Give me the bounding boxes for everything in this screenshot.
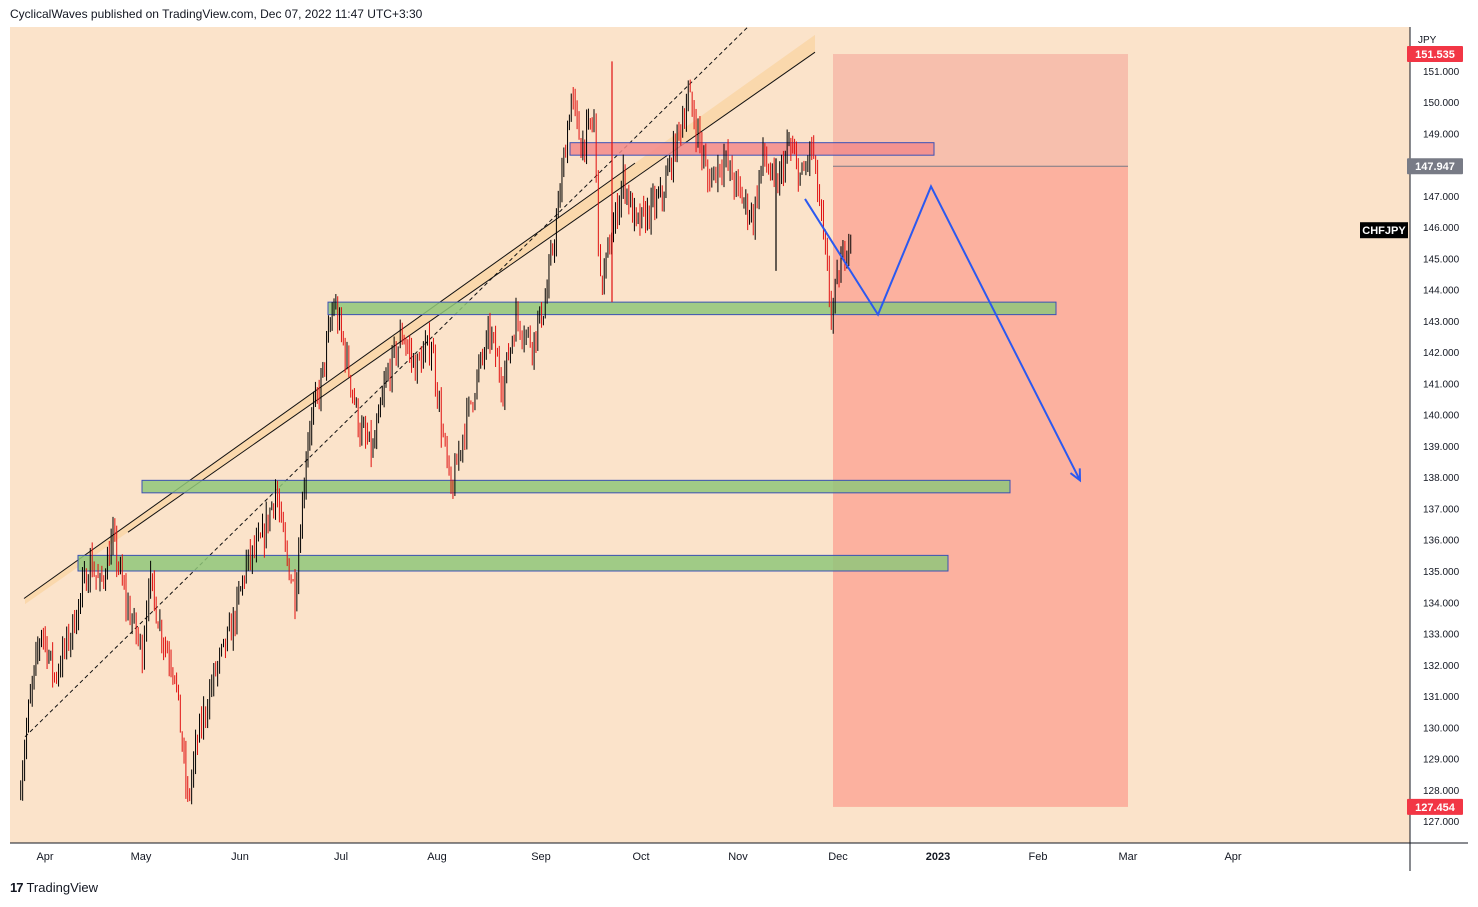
price-tick-label: 142.000	[1423, 348, 1460, 359]
time-tick-label: Sep	[531, 851, 551, 863]
tradingview-logo-icon[interactable]: 17	[10, 880, 24, 895]
time-tick-label: Apr	[1224, 851, 1241, 863]
price-tick-label: 143.000	[1423, 317, 1460, 328]
price-tick-label: 132.000	[1423, 661, 1460, 672]
channel-fill	[25, 34, 815, 605]
price-tick-label: 145.000	[1423, 254, 1460, 265]
price-tick-label: 133.000	[1423, 630, 1460, 641]
price-tick-label: 151.000	[1423, 67, 1460, 78]
price-badge	[1407, 46, 1463, 63]
support-zone[interactable]	[327, 301, 1057, 316]
time-tick-label: Mar	[1119, 851, 1138, 863]
time-tick-label: Aug	[427, 851, 447, 863]
plot-background	[10, 27, 1410, 843]
resistance-zone[interactable]	[569, 142, 935, 156]
price-tick-label: 131.000	[1423, 692, 1460, 703]
time-tick-label: Nov	[728, 851, 748, 863]
time-axis-panel[interactable]	[10, 843, 1410, 871]
channel-upper-line[interactable]	[23, 162, 636, 599]
price-tick-label: 128.000	[1423, 786, 1460, 797]
price-badge-label: 147.947	[1415, 161, 1455, 173]
time-tick-label: Jul	[334, 851, 348, 863]
support-zone[interactable]	[141, 479, 1011, 494]
price-tick-label: 135.000	[1423, 567, 1460, 578]
projection-arrowhead	[1069, 468, 1082, 483]
support-zone[interactable]	[77, 554, 949, 572]
price-tick-label: 150.000	[1423, 98, 1460, 109]
tradingview-brand[interactable]: TradingView	[26, 880, 99, 895]
price-tick-label: 137.000	[1423, 504, 1460, 515]
price-tick-label: 136.000	[1423, 536, 1460, 547]
channel-lower-line[interactable]	[127, 51, 816, 533]
price-tick-label: 127.000	[1423, 817, 1460, 828]
time-tick-label: Apr	[36, 851, 53, 863]
price-badge-label: 127.454	[1415, 802, 1456, 814]
price-badge	[1407, 798, 1463, 815]
price-tick-label: 134.000	[1423, 598, 1460, 609]
price-tick-label: 139.000	[1423, 442, 1460, 453]
price-tick-label: 141.000	[1423, 379, 1460, 390]
footer: 17 TradingView	[10, 880, 98, 895]
price-tick-label: 140.000	[1423, 411, 1460, 422]
price-unit-label: JPY	[1418, 35, 1437, 46]
projection-path[interactable]	[804, 184, 1081, 481]
time-tick-label: Dec	[828, 851, 848, 863]
price-tick-label: 149.000	[1423, 129, 1460, 140]
price-tick-label: 147.000	[1423, 192, 1460, 203]
time-tick-label: May	[131, 851, 152, 863]
publish-header: CyclicalWaves published on TradingView.c…	[10, 7, 423, 21]
symbol-badge	[1360, 222, 1408, 239]
price-tick-label: 138.000	[1423, 473, 1460, 484]
time-tick-label: Feb	[1029, 851, 1048, 863]
symbol-badge-label: CHFJPY	[1362, 225, 1406, 237]
price-tick-label: 146.000	[1423, 223, 1460, 234]
price-tick-label: 144.000	[1423, 286, 1460, 297]
price-tick-label: 130.000	[1423, 723, 1460, 734]
price-badge-label: 151.535	[1415, 49, 1455, 61]
price-tick-label: 129.000	[1423, 755, 1460, 766]
chart-area[interactable]: JPY 127.000 128.000 129.000 130.000 131.000 13…	[10, 27, 1468, 871]
price-badge	[1407, 158, 1463, 175]
time-tick-label: 2023	[926, 851, 950, 863]
time-tick-label: Jun	[231, 851, 249, 863]
time-tick-label: Oct	[632, 851, 649, 863]
